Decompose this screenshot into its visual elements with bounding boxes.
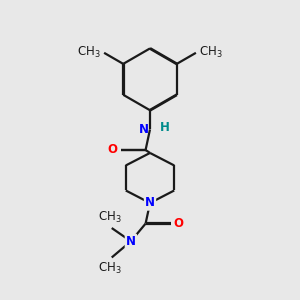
Text: O: O [174, 217, 184, 230]
Text: H: H [160, 122, 170, 134]
Text: CH$_3$: CH$_3$ [77, 45, 101, 60]
Text: N: N [139, 123, 148, 136]
Text: N: N [145, 196, 155, 209]
Text: N: N [126, 235, 136, 248]
Text: CH$_3$: CH$_3$ [199, 45, 223, 60]
Text: CH$_3$: CH$_3$ [98, 210, 122, 225]
Text: O: O [108, 143, 118, 157]
Text: CH$_3$: CH$_3$ [98, 260, 122, 275]
